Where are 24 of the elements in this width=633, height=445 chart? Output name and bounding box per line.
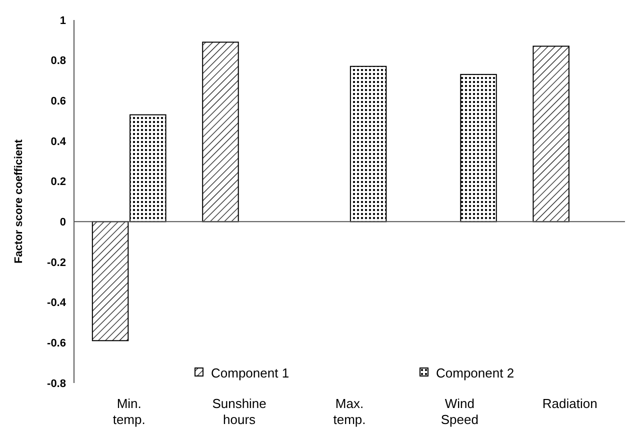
y-tick-label: 1 xyxy=(60,14,66,27)
y-tick-label: 0 xyxy=(60,216,66,229)
x-tick-label: Min. temp. xyxy=(112,396,146,427)
y-tick-label: 0.8 xyxy=(50,55,66,68)
x-tick-label: Max. temp. xyxy=(333,396,366,427)
bar xyxy=(350,66,387,222)
y-axis-title: Factor score coefficient xyxy=(13,139,25,264)
y-tick-label: -0.2 xyxy=(47,256,66,269)
y-tick-label: -0.6 xyxy=(47,338,66,350)
bar xyxy=(532,46,570,222)
legend-label: Component 2 xyxy=(436,366,514,381)
x-tick-label: Wind Speed xyxy=(440,396,478,427)
bar xyxy=(92,221,129,342)
x-tick-label: Sunshine hours xyxy=(212,396,266,427)
bar xyxy=(130,114,166,222)
y-tick-label: -0.8 xyxy=(47,378,66,390)
bar xyxy=(202,42,239,222)
bar xyxy=(460,74,497,222)
legend-label: Component 1 xyxy=(211,366,290,381)
y-tick-label: 0.4 xyxy=(50,136,67,148)
x-tick-label: Radiation xyxy=(542,396,598,411)
y-tick-label: 0.6 xyxy=(50,96,66,108)
y-tick-label: 0.2 xyxy=(50,176,66,188)
y-tick-label: -0.4 xyxy=(47,297,67,310)
